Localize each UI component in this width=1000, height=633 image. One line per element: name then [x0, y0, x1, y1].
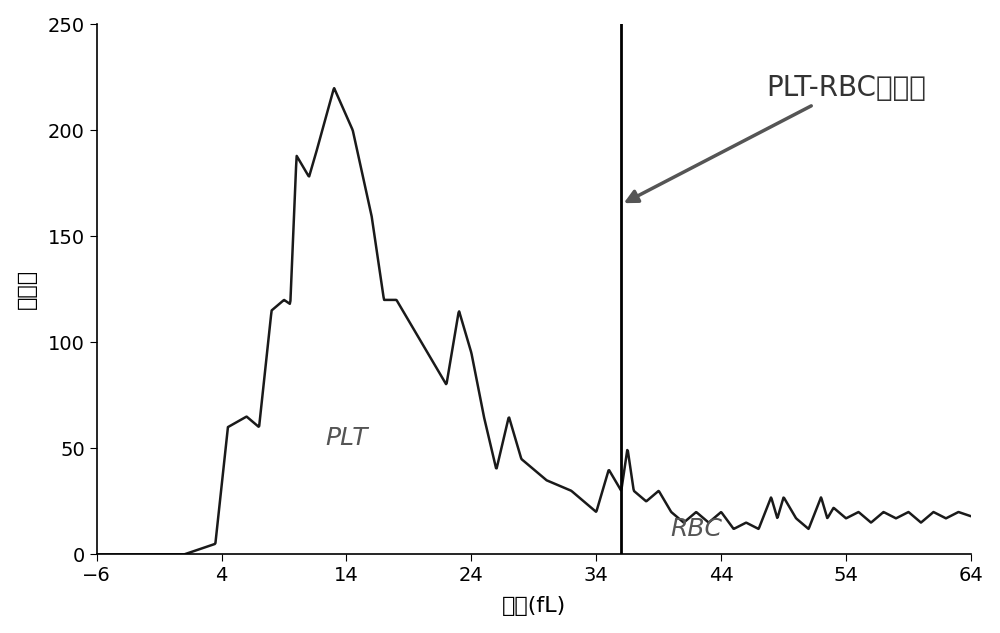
X-axis label: 体积(fL): 体积(fL) — [502, 596, 566, 617]
Text: PLT: PLT — [325, 426, 368, 450]
Text: PLT-RBC分界线: PLT-RBC分界线 — [627, 74, 926, 201]
Y-axis label: 粒子数: 粒子数 — [17, 269, 37, 310]
Text: RBC: RBC — [670, 517, 722, 541]
